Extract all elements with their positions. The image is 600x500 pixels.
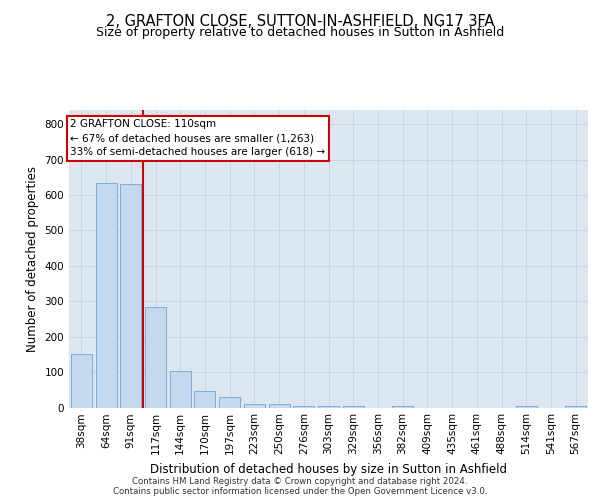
- Text: 2, GRAFTON CLOSE, SUTTON-IN-ASHFIELD, NG17 3FA: 2, GRAFTON CLOSE, SUTTON-IN-ASHFIELD, NG…: [106, 14, 494, 29]
- X-axis label: Distribution of detached houses by size in Sutton in Ashfield: Distribution of detached houses by size …: [150, 463, 507, 476]
- Bar: [516, 406, 537, 407]
- Bar: [219, 397, 240, 407]
- Y-axis label: Number of detached properties: Number of detached properties: [26, 166, 39, 352]
- Bar: [71, 354, 92, 408]
- Bar: [170, 371, 191, 408]
- Bar: [194, 391, 215, 407]
- Bar: [343, 406, 364, 407]
- Bar: [95, 182, 116, 408]
- Bar: [120, 184, 141, 408]
- Bar: [244, 404, 265, 407]
- Bar: [293, 406, 314, 407]
- Text: Size of property relative to detached houses in Sutton in Ashfield: Size of property relative to detached ho…: [96, 26, 504, 39]
- Bar: [565, 406, 586, 407]
- Text: 2 GRAFTON CLOSE: 110sqm
← 67% of detached houses are smaller (1,263)
33% of semi: 2 GRAFTON CLOSE: 110sqm ← 67% of detache…: [70, 120, 325, 158]
- Bar: [318, 406, 339, 407]
- Bar: [392, 406, 413, 407]
- Bar: [269, 404, 290, 407]
- Bar: [145, 306, 166, 408]
- Text: Contains HM Land Registry data © Crown copyright and database right 2024.
Contai: Contains HM Land Registry data © Crown c…: [113, 476, 487, 496]
